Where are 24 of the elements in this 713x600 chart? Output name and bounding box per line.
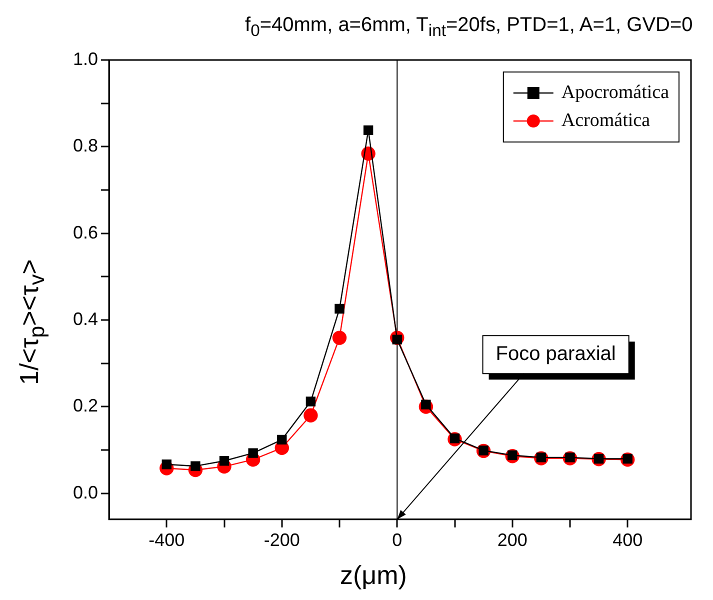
x-axis-title: z(μm)	[340, 560, 407, 591]
y-tick-label: 0.2	[72, 396, 98, 416]
x-tick-label: 400	[612, 530, 643, 550]
x-tick-label: -400	[148, 530, 185, 550]
legend-label: Apocromática	[561, 82, 670, 103]
x-tick-label: -200	[264, 530, 300, 550]
y-tick-label: 1.0	[72, 48, 98, 69]
legend-label: Acromática	[561, 110, 651, 131]
y-tick-label: 0.6	[72, 222, 98, 242]
point	[363, 125, 374, 136]
point	[332, 330, 347, 345]
x-tick-label: 200	[497, 530, 528, 550]
point	[334, 304, 344, 314]
point	[248, 448, 258, 458]
point	[306, 396, 316, 406]
y-tick-label: 0.8	[72, 136, 98, 156]
point	[277, 434, 287, 444]
x-tick-label: 0	[392, 530, 402, 550]
y-tick-label: 0.0	[72, 482, 98, 502]
chart-title: f$_{0}$=40mm, a=6mm, T$_{int}$=20fs, PTD=1, A=1, GVD=0	[245, 14, 693, 41]
point	[304, 408, 318, 422]
y-tick-label: 0.4	[72, 309, 98, 330]
point	[219, 456, 230, 466]
ref-line-label: Foco paraxial	[496, 343, 616, 366]
